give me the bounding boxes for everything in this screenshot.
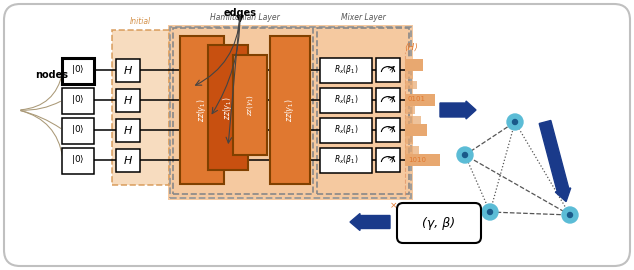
Text: $|0\rangle$: $|0\rangle$ xyxy=(71,63,85,76)
FancyBboxPatch shape xyxy=(116,119,140,142)
Text: Mixer Layer: Mixer Layer xyxy=(340,13,385,22)
Text: edges: edges xyxy=(224,8,257,18)
FancyBboxPatch shape xyxy=(376,88,400,112)
FancyBboxPatch shape xyxy=(320,148,372,173)
FancyBboxPatch shape xyxy=(180,36,224,184)
Bar xyxy=(405,136,413,144)
Text: $zz(\gamma_1)$: $zz(\gamma_1)$ xyxy=(283,98,297,122)
Circle shape xyxy=(457,147,473,163)
FancyBboxPatch shape xyxy=(376,118,400,142)
Bar xyxy=(405,106,415,114)
Bar xyxy=(405,116,421,124)
Text: $zz(\gamma_1)$: $zz(\gamma_1)$ xyxy=(195,98,209,122)
Circle shape xyxy=(482,204,498,220)
FancyBboxPatch shape xyxy=(208,45,248,170)
Bar xyxy=(405,81,417,89)
FancyBboxPatch shape xyxy=(116,89,140,112)
FancyBboxPatch shape xyxy=(376,58,400,82)
FancyBboxPatch shape xyxy=(62,148,94,174)
FancyBboxPatch shape xyxy=(116,149,140,172)
Bar xyxy=(405,94,435,106)
Circle shape xyxy=(567,212,573,218)
Text: (γ, β): (γ, β) xyxy=(422,217,456,230)
Text: $R_x(\beta_1)$: $R_x(\beta_1)$ xyxy=(333,154,358,167)
Text: $H$: $H$ xyxy=(123,94,133,106)
Circle shape xyxy=(488,210,493,214)
FancyArrow shape xyxy=(440,101,476,119)
Bar xyxy=(405,71,413,79)
Text: $H$: $H$ xyxy=(123,124,133,136)
FancyBboxPatch shape xyxy=(62,118,94,144)
FancyBboxPatch shape xyxy=(62,58,94,84)
FancyBboxPatch shape xyxy=(376,148,400,172)
FancyBboxPatch shape xyxy=(4,4,630,266)
Text: × p: × p xyxy=(390,201,406,210)
Text: $H$: $H$ xyxy=(123,64,133,76)
FancyArrow shape xyxy=(350,214,390,231)
Text: $R_x(\beta_1)$: $R_x(\beta_1)$ xyxy=(333,123,358,137)
Circle shape xyxy=(462,153,467,157)
Text: $|0\rangle$: $|0\rangle$ xyxy=(71,93,85,106)
Text: $R_x(\beta_1)$: $R_x(\beta_1)$ xyxy=(333,93,358,106)
FancyBboxPatch shape xyxy=(320,88,372,113)
Text: $zz(\gamma_1)$: $zz(\gamma_1)$ xyxy=(221,96,235,120)
Bar xyxy=(405,59,423,71)
FancyBboxPatch shape xyxy=(112,30,169,185)
FancyBboxPatch shape xyxy=(233,55,267,155)
Circle shape xyxy=(562,207,578,223)
Bar xyxy=(405,146,419,154)
FancyArrow shape xyxy=(539,120,571,202)
Text: 0101: 0101 xyxy=(408,96,426,102)
FancyBboxPatch shape xyxy=(62,88,94,114)
Text: Initial: Initial xyxy=(129,17,150,26)
FancyBboxPatch shape xyxy=(320,118,372,143)
Text: ⟨H⟩: ⟨H⟩ xyxy=(404,43,418,52)
Text: 1010: 1010 xyxy=(408,157,426,163)
FancyBboxPatch shape xyxy=(168,25,413,200)
Text: $H$: $H$ xyxy=(123,154,133,166)
Circle shape xyxy=(507,114,523,130)
Text: nodes: nodes xyxy=(36,70,68,80)
Text: Hamiltonian Layer: Hamiltonian Layer xyxy=(210,13,280,22)
Bar xyxy=(405,154,440,166)
Bar xyxy=(405,124,427,136)
Text: $R_x(\beta_1)$: $R_x(\beta_1)$ xyxy=(333,63,358,76)
FancyBboxPatch shape xyxy=(397,203,481,243)
Text: $|0\rangle$: $|0\rangle$ xyxy=(71,154,85,167)
FancyBboxPatch shape xyxy=(116,59,140,82)
FancyBboxPatch shape xyxy=(270,36,310,184)
Text: $zz(\gamma_1)$: $zz(\gamma_1)$ xyxy=(245,94,255,116)
Text: $|0\rangle$: $|0\rangle$ xyxy=(71,123,85,137)
Circle shape xyxy=(512,120,517,124)
FancyBboxPatch shape xyxy=(320,58,372,83)
